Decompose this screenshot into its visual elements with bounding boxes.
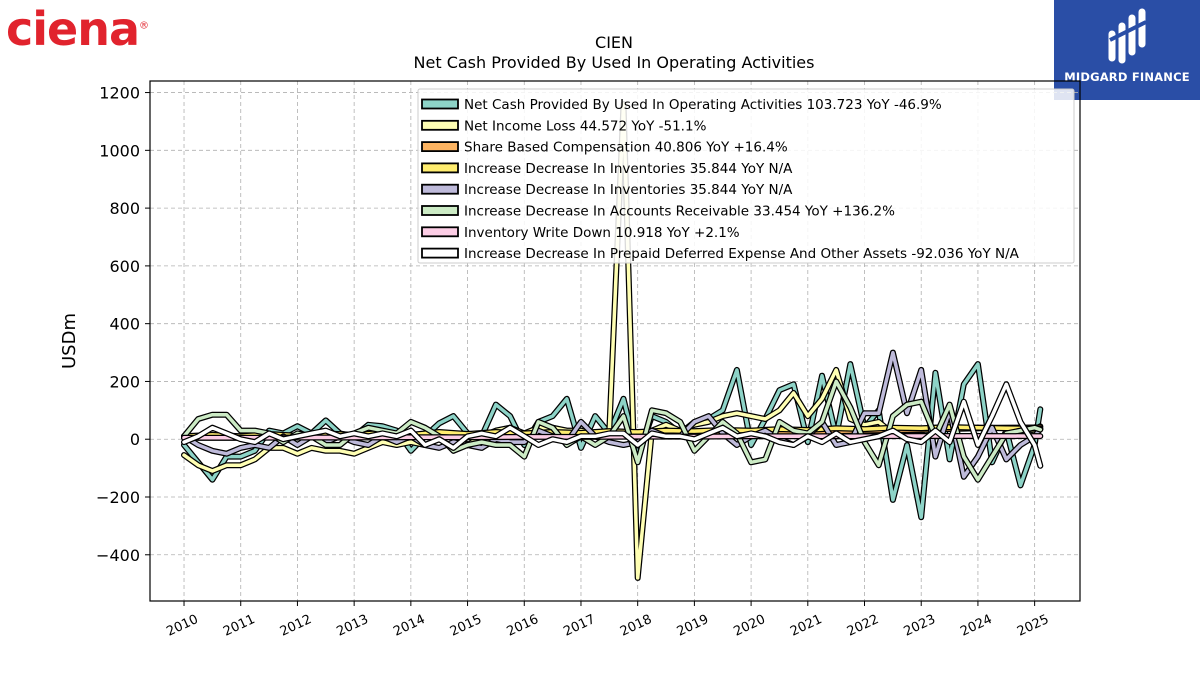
x-tick-label: 2013: [335, 612, 371, 640]
y-tick-label: 200: [109, 372, 140, 391]
legend-swatch: [421, 98, 459, 110]
series-line-8: [181, 381, 1044, 469]
series-line-stroke: [182, 382, 1043, 468]
midgard-finance-badge: MIDGARD FINANCE: [1054, 0, 1200, 100]
y-tick-label: 0: [130, 430, 140, 449]
series-line-1: [181, 361, 1044, 521]
x-tick-label: 2010: [164, 612, 200, 640]
y-axis-ticks: −400 −200 0 200 400 600 800 1000 1200: [96, 84, 150, 565]
ciena-logo-text: ciena: [6, 2, 140, 56]
legend-item: Increase Decrease In Inventories 35.844 …: [421, 161, 793, 177]
plot-frame: [149, 80, 1081, 602]
x-tick-label: 2014: [391, 612, 427, 640]
chart-subtitle: Net Cash Provided By Used In Operating A…: [414, 53, 815, 72]
y-tick-label: −200: [96, 488, 140, 507]
legend-item: Net Cash Provided By Used In Operating A…: [421, 97, 942, 113]
legend-label: Increase Decrease In Inventories 35.844 …: [464, 182, 793, 198]
y-tick-label: −400: [96, 546, 140, 565]
y-tick-label: 600: [109, 257, 140, 276]
series-line-7: [181, 433, 1044, 441]
series-line-stroke: [182, 434, 1043, 440]
x-tick-label: 2024: [958, 612, 994, 640]
x-tick-label: 2017: [561, 612, 597, 640]
x-tick-label: 2025: [1015, 612, 1051, 640]
legend-item: Inventory Write Down 10.918 YoY +2.1%: [421, 225, 740, 241]
series-line-stroke: [182, 362, 1043, 519]
legend-item: Increase Decrease In Prepaid Deferred Ex…: [421, 246, 1020, 262]
midgard-finance-label: MIDGARD FINANCE: [1064, 70, 1190, 84]
y-tick-label: 1200: [99, 84, 140, 103]
x-tick-label: 2011: [221, 612, 257, 640]
legend-label: Net Cash Provided By Used In Operating A…: [464, 97, 942, 113]
y-axis-label: USDm: [59, 313, 80, 369]
legend-item: Share Based Compensation 40.806 YoY +16.…: [421, 140, 788, 156]
x-tick-label: 2018: [618, 612, 654, 640]
legend: Net Cash Provided By Used In Operating A…: [417, 88, 1075, 264]
legend-label: Increase Decrease In Inventories 35.844 …: [464, 161, 793, 177]
x-tick-label: 2015: [448, 612, 484, 640]
legend-label: Increase Decrease In Accounts Receivable…: [464, 204, 895, 220]
y-tick-label: 1000: [99, 141, 140, 160]
registered-mark-icon: ®: [139, 20, 149, 32]
legend-item: Increase Decrease In Inventories 35.844 …: [421, 182, 793, 198]
x-axis-ticks: 2010 2011 2012 2013 2014 2015 2016 2017 2018 2019…: [164, 601, 1051, 640]
legend-swatch: [421, 226, 459, 238]
legend-label: Share Based Compensation 40.806 YoY +16.…: [464, 140, 788, 156]
series-line-stroke: [182, 379, 1043, 482]
legend-swatch: [421, 205, 459, 216]
x-tick-label: 2022: [845, 612, 881, 640]
x-tick-label: 2020: [731, 612, 767, 640]
series-lines: [181, 101, 1044, 581]
x-tick-label: 2016: [505, 612, 541, 640]
y-tick-label: 800: [109, 199, 140, 218]
midgard-logo-icon: [1108, 8, 1147, 64]
legend-label: Net Income Loss 44.572 YoY -51.1%: [464, 118, 707, 134]
legend-swatch: [421, 183, 459, 195]
legend-label: Inventory Write Down 10.918 YoY +2.1%: [464, 225, 740, 241]
chart-title: CIEN: [595, 33, 633, 52]
y-tick-label: 400: [109, 315, 140, 334]
legend-swatch: [421, 119, 459, 131]
x-tick-label: 2012: [278, 612, 314, 640]
series-line-6: [181, 378, 1044, 483]
x-tick-label: 2019: [675, 612, 711, 640]
legend-swatch: [421, 247, 459, 259]
ciena-logo: ciena®: [6, 2, 149, 56]
legend-swatch: [421, 141, 459, 153]
legend-swatch: [421, 162, 459, 174]
legend-item: Increase Decrease In Accounts Receivable…: [421, 204, 895, 220]
x-tick-label: 2023: [902, 612, 938, 640]
legend-item: Net Income Loss 44.572 YoY -51.1%: [421, 118, 707, 134]
x-tick-label: 2021: [788, 612, 824, 640]
legend-label: Increase Decrease In Prepaid Deferred Ex…: [464, 246, 1020, 262]
legend-box: [417, 88, 1075, 264]
